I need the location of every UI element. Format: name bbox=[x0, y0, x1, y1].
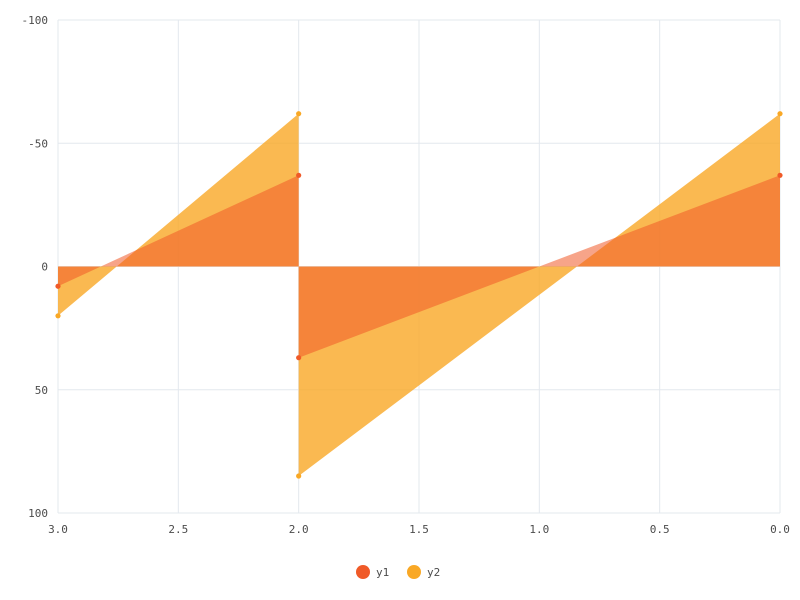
x-tick-label: 3.0 bbox=[48, 523, 68, 536]
x-tick-label: 0.5 bbox=[650, 523, 670, 536]
x-tick-label: 2.5 bbox=[168, 523, 188, 536]
data-points bbox=[55, 111, 783, 479]
y-tick-label: 100 bbox=[28, 507, 48, 520]
legend-item-y2: y2 bbox=[407, 565, 440, 579]
legend-label: y1 bbox=[376, 566, 389, 579]
x-axis: 3.0 2.5 2.0 1.5 1.0 0.5 0.0 bbox=[48, 523, 790, 536]
point-y1 bbox=[777, 172, 783, 178]
point-y2 bbox=[296, 473, 302, 479]
x-tick-label: 1.5 bbox=[409, 523, 429, 536]
legend-swatch bbox=[356, 565, 370, 579]
point-y1 bbox=[55, 283, 61, 289]
y-tick-label: -50 bbox=[28, 137, 48, 150]
legend-label: y2 bbox=[427, 566, 440, 579]
area-y1 bbox=[58, 175, 780, 358]
point-y2 bbox=[55, 313, 61, 319]
y-tick-label: 50 bbox=[35, 384, 48, 397]
x-tick-label: 1.0 bbox=[529, 523, 549, 536]
x-tick-label: 0.0 bbox=[770, 523, 790, 536]
y-tick-label: 0 bbox=[41, 261, 48, 274]
point-y2 bbox=[296, 111, 302, 117]
x-tick-label: 2.0 bbox=[289, 523, 309, 536]
point-y1 bbox=[296, 172, 302, 178]
y-tick-label: -100 bbox=[22, 14, 49, 27]
legend-item-y1: y1 bbox=[356, 565, 389, 579]
y-axis: -100 -50 0 50 100 bbox=[22, 14, 49, 520]
legend-swatch bbox=[407, 565, 421, 579]
legend: y1 y2 bbox=[356, 565, 440, 579]
point-y1 bbox=[296, 355, 302, 361]
series-areas bbox=[58, 113, 780, 477]
point-y2 bbox=[777, 111, 783, 117]
